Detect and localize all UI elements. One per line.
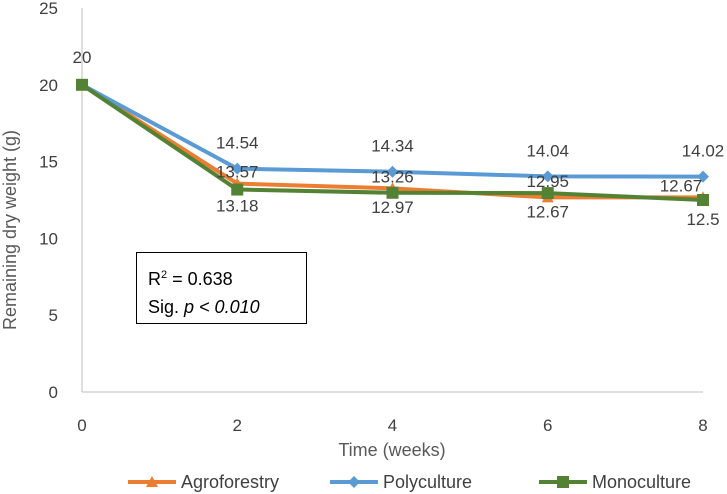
y-tick-label: 20 (39, 76, 58, 95)
polyculture-point (541, 170, 554, 183)
x-tick-label: 4 (388, 416, 397, 435)
y-tick-label: 0 (49, 383, 58, 402)
tick-labels: 0 5 10 15 20 25 0 2 4 6 8 (39, 0, 708, 435)
monoculture-legend-marker (557, 476, 569, 488)
legend-item-agroforestry: Agroforestry (128, 472, 279, 492)
legend-item-monoculture: Monoculture (539, 472, 691, 492)
monoculture-data-label: 12.97 (371, 198, 414, 217)
x-axis-title: Time (weeks) (338, 440, 445, 460)
polyculture-line (81, 83, 704, 179)
legend: Agroforestry Polyculture Monoculture (128, 472, 691, 492)
axes (81, 8, 703, 393)
y-tick-label: 10 (39, 229, 58, 248)
x-tick-label: 0 (77, 416, 86, 435)
polyculture-legend-marker (348, 476, 360, 488)
agroforestry-data-label: 12.67 (526, 202, 569, 221)
series-lines (76, 78, 709, 206)
polyculture-data-label: 14.54 (216, 134, 259, 153)
polyculture-data-label: 14.34 (371, 137, 414, 156)
agroforestry-legend-label: Agroforestry (181, 472, 279, 492)
polyculture-data-label: 14.02 (682, 142, 725, 161)
monoculture-point (541, 187, 554, 200)
monoculture-legend-label: Monoculture (592, 472, 691, 492)
polyculture-point (231, 162, 244, 175)
x-tick-label: 8 (698, 416, 707, 435)
agroforestry-legend-marker (146, 476, 158, 487)
polyculture-point (697, 170, 709, 183)
monoculture-point (231, 183, 244, 196)
monoculture-point (76, 78, 88, 91)
x-tick-label: 6 (543, 416, 552, 435)
polyculture-point (386, 165, 399, 178)
r-squared-text: R2 = 0.638 (148, 269, 233, 289)
stats-annotation-box: R2 = 0.638 Sig. p < 0.010 (136, 252, 307, 324)
monoculture-data-label: 13.18 (216, 197, 259, 216)
y-axis-title: Remaining dry weight (g) (0, 130, 20, 330)
monoculture-point (386, 186, 399, 199)
monoculture-point (697, 194, 709, 206)
polyculture-data-label: 20 (73, 48, 92, 67)
monoculture-data-label: 12.5 (686, 210, 719, 229)
y-tick-label: 5 (49, 306, 58, 325)
y-tick-label: 25 (39, 0, 58, 18)
significance-text: Sig. p < 0.010 (148, 297, 260, 317)
polyculture-legend-label: Polyculture (383, 472, 472, 492)
legend-item-polyculture: Polyculture (330, 472, 472, 492)
data-labels: 13.57 13.26 12.67 12.67 20 14.54 14.34 14.04 14.… (73, 48, 725, 229)
agroforestry-data-label: 13.26 (371, 167, 414, 186)
x-tick-label: 2 (233, 416, 242, 435)
agroforestry-data-label: 13.57 (216, 163, 259, 182)
monoculture-data-label: 12.95 (526, 172, 569, 191)
y-tick-label: 15 (39, 153, 58, 172)
monoculture-series (76, 78, 709, 206)
polyculture-data-label: 14.04 (526, 141, 569, 160)
agroforestry-data-label: 12.67 (660, 176, 703, 195)
